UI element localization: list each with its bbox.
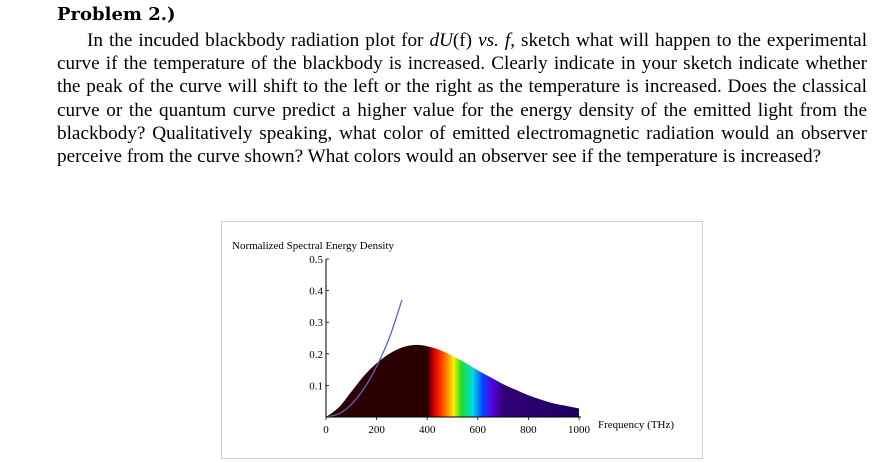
problem-question: In the incuded blackbody radiation plot … bbox=[57, 29, 867, 168]
math-f: f bbox=[504, 30, 511, 51]
problem-text: In the incuded blackbody radiation plot … bbox=[57, 29, 867, 168]
blackbody-plot: Normalized Spectral Energy Density Frequ… bbox=[221, 221, 703, 459]
quantum-curve-area bbox=[326, 344, 579, 417]
math-f-paren: (f) bbox=[452, 30, 473, 51]
y-tick-label: 0.2 bbox=[309, 349, 323, 361]
y-tick-label: 0.4 bbox=[309, 286, 323, 298]
x-tick-label: 600 bbox=[470, 424, 487, 436]
plot-layer: 0 200 400 600 800 1000 0.1 0.2 0.3 0.4 0.5 bbox=[309, 254, 590, 436]
problem-heading: Problem 2.) bbox=[57, 4, 176, 25]
y-axis-label: Normalized Spectral Energy Density bbox=[232, 240, 394, 252]
y-tick-label: 0.5 bbox=[309, 254, 323, 266]
x-axis-label: Frequency (THz) bbox=[598, 419, 674, 431]
question-body: , sketch what will happen to the experim… bbox=[57, 30, 868, 168]
x-tick-label: 200 bbox=[368, 424, 385, 436]
math-du: dU bbox=[429, 30, 453, 51]
y-tick-label: 0.3 bbox=[309, 317, 323, 329]
x-tick-label: 400 bbox=[419, 424, 436, 436]
x-tick-label: 1000 bbox=[568, 424, 591, 436]
math-vs: vs. bbox=[478, 30, 499, 51]
question-intro: In the incuded blackbody radiation plot … bbox=[87, 30, 430, 51]
x-tick-label: 800 bbox=[520, 424, 537, 436]
classical-curve-line bbox=[325, 299, 403, 418]
y-tick-label: 0.1 bbox=[309, 380, 323, 392]
x-tick-label: 0 bbox=[323, 424, 329, 436]
blackbody-chart: Normalized Spectral Energy Density Frequ… bbox=[232, 240, 674, 436]
